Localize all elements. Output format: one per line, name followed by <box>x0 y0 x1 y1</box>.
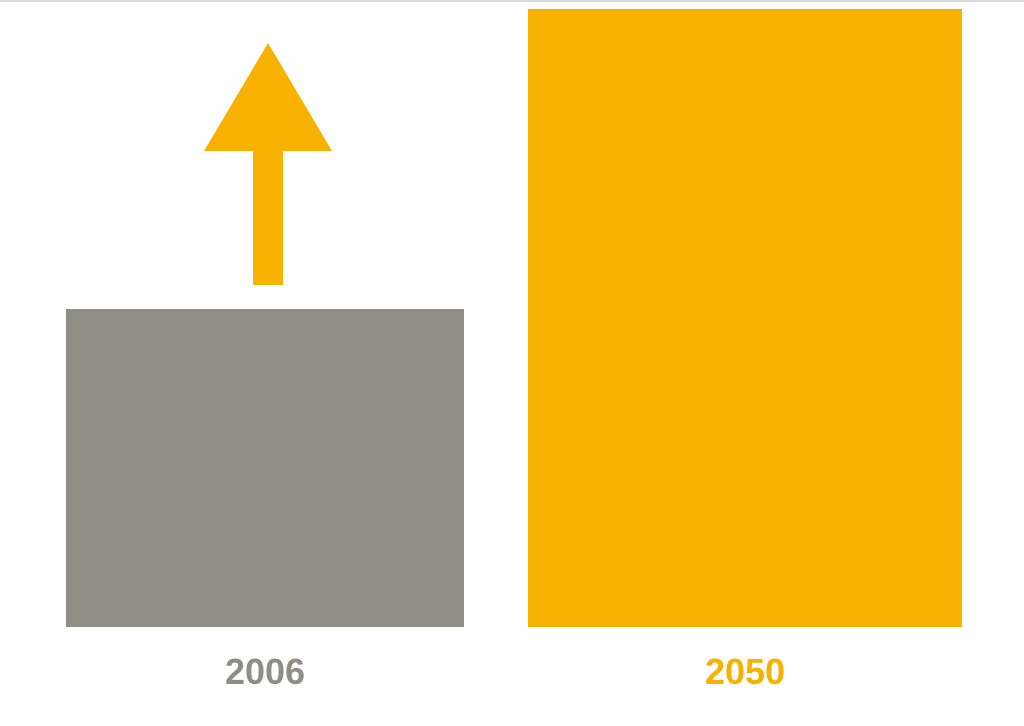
bar-label-2050: 2050 <box>645 651 845 693</box>
up-arrow-icon <box>204 43 332 285</box>
top-border <box>0 0 1024 2</box>
bar-2050 <box>528 9 962 627</box>
bar-label-2006: 2006 <box>165 651 365 693</box>
chart-frame: 2006 2050 <box>0 0 1024 726</box>
bar-2006 <box>66 309 464 627</box>
